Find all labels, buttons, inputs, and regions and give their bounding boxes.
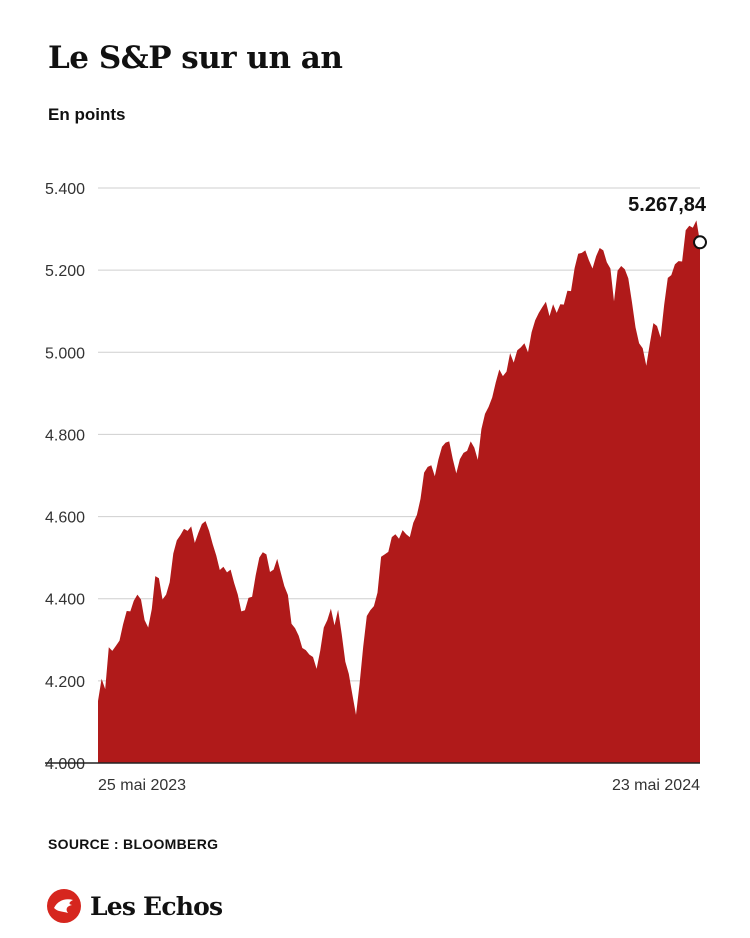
y-tick-label: 4.800 — [45, 427, 85, 444]
y-axis-labels: 4.000 4.200 4.400 4.600 4.800 5.000 5.200 5.400 — [45, 181, 85, 773]
x-axis-end-label: 23 mai 2024 — [612, 777, 700, 794]
y-tick-label: 4.200 — [45, 674, 85, 691]
area-chart: 4.000 4.200 4.400 4.600 4.800 5.000 5.200 5.400… — [45, 181, 707, 794]
y-tick-label: 4.600 — [45, 510, 85, 527]
chart-title: Le S&P sur un an — [48, 40, 343, 76]
last-value-marker — [693, 235, 707, 250]
series-area — [98, 220, 700, 763]
y-tick-label: 5.400 — [45, 181, 85, 198]
y-tick-label: 5.000 — [45, 345, 85, 362]
y-tick-label: 5.200 — [45, 263, 85, 280]
y-tick-label: 4.000 — [45, 756, 85, 773]
brand-name: Les Echos — [90, 891, 223, 921]
les-echos-logo-icon — [47, 889, 81, 923]
y-tick-label: 4.400 — [45, 592, 85, 609]
source-note: SOURCE : BLOOMBERG — [48, 836, 219, 852]
x-axis-start-label: 25 mai 2023 — [98, 777, 186, 794]
brand-logo: Les Echos — [46, 888, 223, 924]
last-value-label: 5.267,84 — [628, 194, 707, 216]
chart-subtitle: En points — [48, 105, 126, 124]
